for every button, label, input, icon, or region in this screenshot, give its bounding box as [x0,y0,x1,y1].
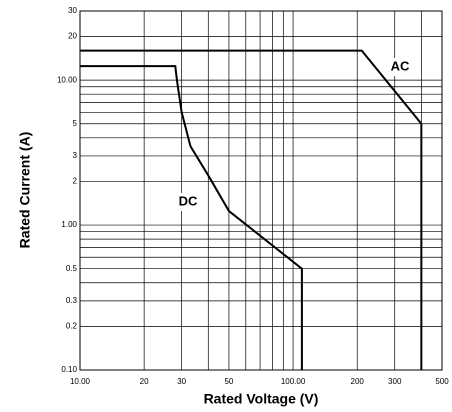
y-tick-label: 0.3 [66,296,78,305]
y-tick-label: 0.2 [66,321,78,330]
y-tick-label: 5 [73,119,78,128]
legend-label: DC [179,193,198,208]
x-tick-label: 50 [224,377,233,386]
series-line [80,49,423,370]
y-tick-label: 1.00 [61,220,77,229]
y-tick-label: 10.00 [57,75,78,84]
label-bg [386,58,414,76]
x-tick-label: 20 [140,377,149,386]
y-tick-label: 0.10 [61,365,77,374]
x-tick-label: 500 [435,377,449,386]
x-tick-label: 100.00 [281,377,306,386]
x-tick-label: 30 [177,377,186,386]
y-tick-label: 2 [73,177,78,186]
plot-frame [79,10,443,371]
y-tick-label: 3 [73,151,78,160]
x-tick-label: 10.00 [70,377,91,386]
label-bg [174,193,202,211]
x-tick-label: 300 [388,377,402,386]
y-tick-label: 20 [68,32,77,41]
series-line [80,65,303,370]
legend-label: AC [391,58,410,73]
x-tick-label: 200 [351,377,365,386]
y-tick-label: 0.5 [66,264,78,273]
y-tick-label: 30 [68,6,77,15]
y-axis-title: Rated Current (A) [17,132,33,249]
x-axis-title: Rated Voltage (V) [204,391,319,407]
